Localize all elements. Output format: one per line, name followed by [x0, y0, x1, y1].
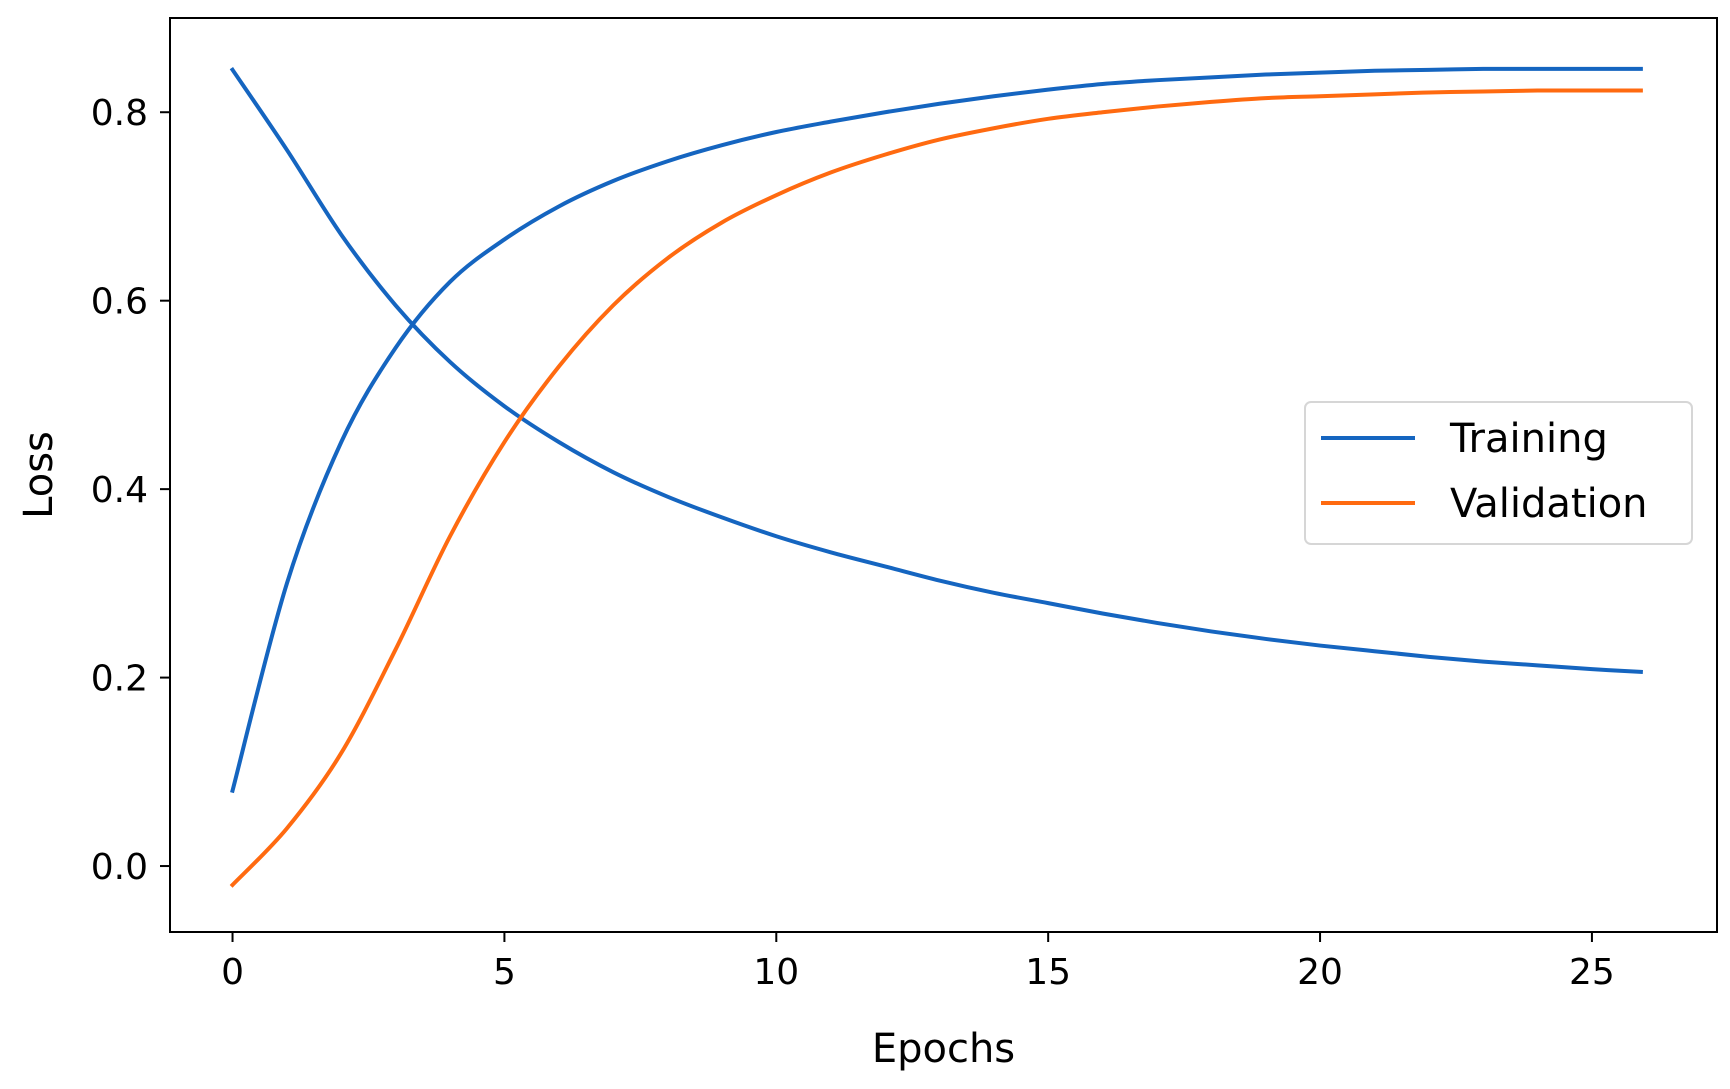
y-tick-label: 0.6 [91, 282, 148, 323]
series-line-validation [229, 88, 1643, 888]
legend-label-training: Training [1449, 416, 1608, 462]
x-tick-label: 15 [1025, 952, 1071, 993]
x-tick-label: 5 [493, 952, 516, 993]
series-line-training-falling [229, 67, 1643, 675]
x-axis-ticks: 0 5 10 15 20 25 [221, 932, 1615, 993]
y-tick-label: 0.0 [91, 847, 148, 888]
x-tick-label: 25 [1569, 952, 1615, 993]
y-tick-label: 0.4 [91, 470, 148, 511]
x-axis-label: Epochs [872, 1026, 1015, 1072]
y-axis-ticks: 0.0 0.2 0.4 0.6 0.8 [91, 93, 170, 888]
y-tick-label: 0.8 [91, 93, 148, 134]
x-tick-label: 10 [753, 952, 799, 993]
series-line-training-rising [230, 66, 1643, 794]
x-tick-label: 20 [1297, 952, 1343, 993]
y-tick-label: 0.2 [91, 659, 148, 700]
legend: Training Validation [1304, 401, 1693, 545]
plot-frame [169, 17, 1718, 933]
x-tick-label: 0 [221, 952, 244, 993]
legend-label-validation: Validation [1450, 481, 1648, 527]
y-axis-label: Loss [16, 431, 62, 519]
series-lines [229, 66, 1643, 888]
